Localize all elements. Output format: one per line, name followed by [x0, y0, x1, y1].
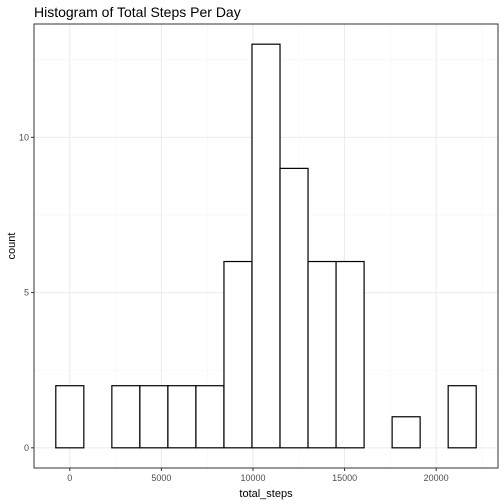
histogram-bar: [251, 43, 281, 449]
histogram-bar: [139, 385, 169, 449]
y-tick-label: 5: [24, 288, 29, 298]
histogram-bar: [55, 385, 85, 449]
x-tick-label: 15000: [332, 473, 357, 483]
histogram-bars: [55, 43, 477, 449]
y-axis-title: count: [6, 233, 18, 260]
x-axis-ticks: 0 5000 10000 15000 20000: [67, 468, 449, 483]
chart-title: Histogram of Total Steps Per Day: [34, 4, 241, 20]
histogram-bar: [307, 260, 337, 449]
y-axis-ticks: 0 5 10: [19, 132, 34, 453]
histogram-bar: [447, 385, 477, 449]
x-axis-title: total_steps: [239, 488, 293, 500]
histogram-bar: [167, 385, 197, 449]
y-tick-label: 0: [24, 443, 29, 453]
histogram-bar: [111, 385, 141, 449]
panel-border: [33, 23, 499, 469]
histogram-bar: [391, 416, 421, 449]
x-tick-label: 20000: [424, 473, 449, 483]
histogram-bar: [335, 260, 365, 449]
y-tick-label: 10: [19, 132, 29, 142]
histogram-bar: [279, 167, 309, 449]
x-tick-label: 5000: [151, 473, 171, 483]
x-tick-label: 10000: [240, 473, 265, 483]
x-tick-label: 0: [67, 473, 72, 483]
histogram-bar: [195, 385, 225, 449]
histogram-bar: [223, 260, 253, 449]
